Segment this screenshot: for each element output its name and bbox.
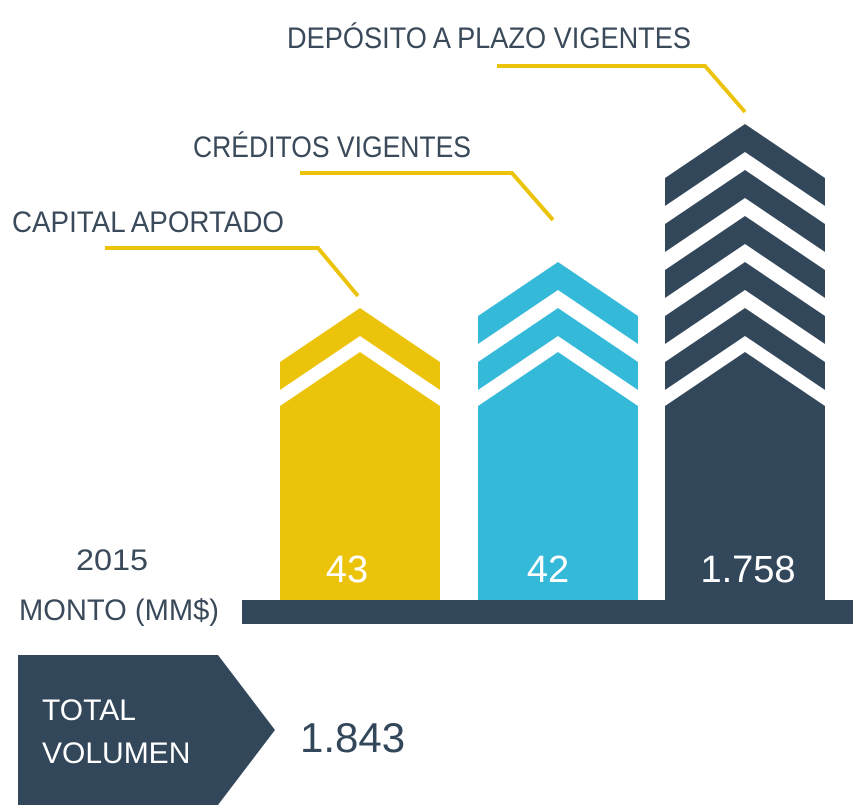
item-value: 43 <box>326 549 368 591</box>
item-label: CAPITAL APORTADO <box>12 206 284 239</box>
column <box>478 262 638 600</box>
callout-line <box>300 171 555 222</box>
item-value: 42 <box>527 549 569 591</box>
total-badge <box>18 655 275 805</box>
callout-line <box>497 64 747 114</box>
base-bar <box>242 600 853 624</box>
item-label: DEPÓSITO A PLAZO VIGENTES <box>287 22 691 55</box>
year-label: 2015 <box>76 544 148 577</box>
column <box>280 308 440 600</box>
unit-label: MONTO (MM$) <box>19 594 219 627</box>
item-value: 1.758 <box>700 549 795 591</box>
total-value: 1.843 <box>300 714 405 761</box>
total-label: VOLUMEN <box>42 737 190 770</box>
total-label: TOTAL <box>42 694 136 727</box>
item-label: CRÉDITOS VIGENTES <box>193 131 471 164</box>
callout-line <box>105 246 360 298</box>
column <box>665 124 825 600</box>
